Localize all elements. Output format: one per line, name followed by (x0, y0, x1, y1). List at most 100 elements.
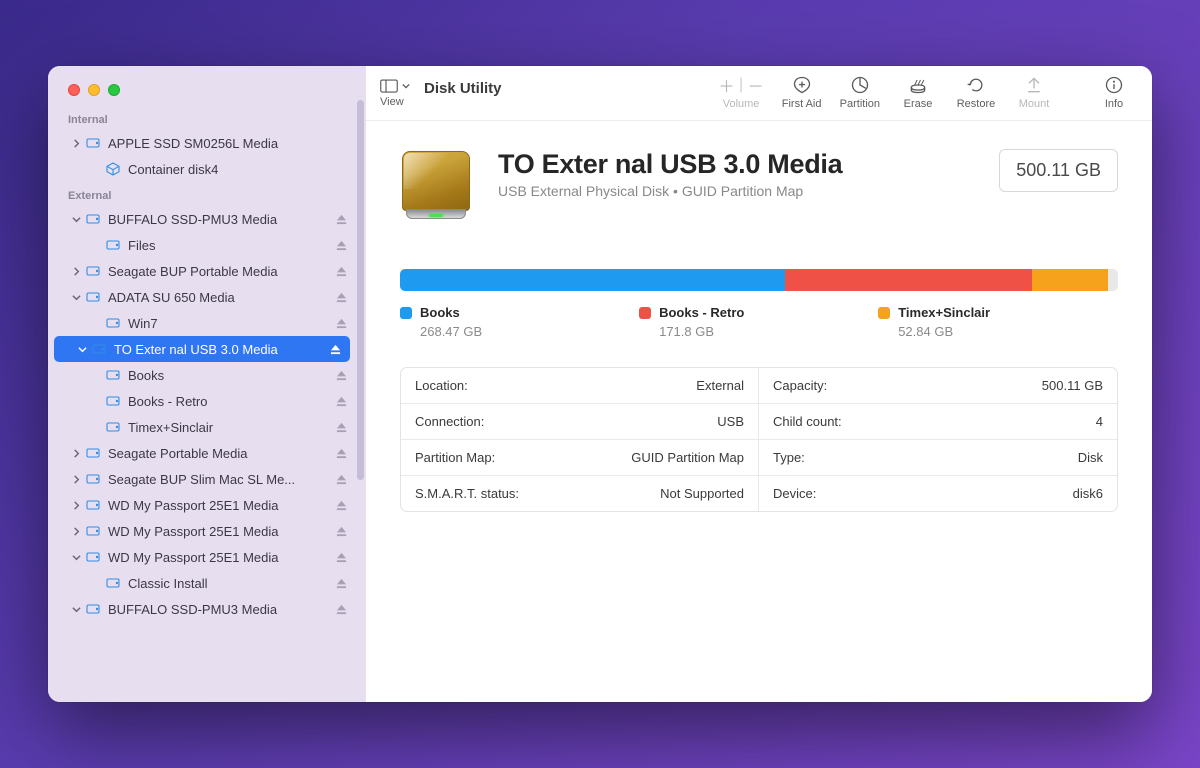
sidebar-item-label: Books (128, 368, 332, 383)
eject-icon[interactable] (332, 370, 350, 381)
info-key: S.M.A.R.T. status: (415, 486, 519, 501)
app-title: Disk Utility (424, 74, 502, 97)
toolbar: View Disk Utility ＋ | － Volume First Aid… (366, 66, 1152, 120)
usage-legend: Books268.47 GBBooks - Retro171.8 GB Timex… (400, 305, 1118, 339)
sidebar-item[interactable]: Classic Install (48, 570, 356, 596)
toolbar-erase[interactable]: Erase (898, 74, 938, 110)
eject-icon[interactable] (332, 318, 350, 329)
zoom-button[interactable] (108, 84, 120, 96)
toolbar-view-label: View (380, 96, 404, 108)
toolbar-info-label: Info (1105, 98, 1123, 110)
info-cell: Connection:USB (401, 404, 759, 440)
sidebar-item-label: Files (128, 238, 332, 253)
disclosure-right-icon[interactable] (68, 449, 84, 458)
eject-icon[interactable] (326, 344, 344, 355)
partition-icon (850, 74, 870, 96)
eject-icon[interactable] (332, 552, 350, 563)
sidebar-scrollbar[interactable] (357, 100, 364, 480)
info-key: Partition Map: (415, 450, 495, 465)
sidebar-item-label: Seagate BUP Slim Mac SL Me... (108, 472, 332, 487)
sidebar-item[interactable]: Win7 (48, 310, 356, 336)
info-value: Not Supported (660, 486, 744, 501)
sidebar-item-label: BUFFALO SSD-PMU3 Media (108, 212, 332, 227)
sidebar-item[interactable]: Books (48, 362, 356, 388)
sidebar-item[interactable]: APPLE SSD SM0256L Media (48, 130, 356, 156)
disclosure-down-icon[interactable] (68, 215, 84, 224)
legend-name: Timex+Sinclair (898, 305, 990, 320)
toolbar-first-aid-label: First Aid (782, 98, 822, 110)
disk-icon (84, 262, 102, 280)
sidebar-item[interactable]: BUFFALO SSD-PMU3 Media (48, 206, 356, 232)
info-key: Connection: (415, 414, 484, 429)
sidebar-item[interactable]: Container disk4 (48, 156, 356, 182)
disk-icon (84, 210, 102, 228)
info-cell: Partition Map:GUID Partition Map (401, 440, 759, 476)
minimize-button[interactable] (88, 84, 100, 96)
sidebar-item[interactable]: WD My Passport 25E1 Media (48, 518, 356, 544)
eject-icon[interactable] (332, 396, 350, 407)
disk-icon (84, 600, 102, 618)
window-controls (48, 66, 366, 96)
sidebar-item[interactable]: TO Exter nal USB 3.0 Media (54, 336, 350, 362)
disclosure-down-icon[interactable] (68, 605, 84, 614)
info-cell: Device:disk6 (759, 476, 1117, 511)
info-value: External (696, 378, 744, 393)
eject-icon[interactable] (332, 448, 350, 459)
disclosure-right-icon[interactable] (68, 501, 84, 510)
disk-icon (84, 548, 102, 566)
sidebar-item[interactable]: Seagate BUP Portable Media (48, 258, 356, 284)
legend-item: Books268.47 GB (400, 305, 639, 339)
disclosure-down-icon[interactable] (74, 345, 90, 354)
sidebar-item[interactable]: Seagate BUP Slim Mac SL Me... (48, 466, 356, 492)
info-cell: Child count:4 (759, 404, 1117, 440)
eject-icon[interactable] (332, 292, 350, 303)
disclosure-right-icon[interactable] (68, 475, 84, 484)
sidebar-item[interactable]: ADATA SU 650 Media (48, 284, 356, 310)
toolbar-view[interactable]: View (380, 74, 410, 108)
info-value: 500.11 GB (1042, 378, 1103, 393)
toolbar-restore[interactable]: Restore (956, 74, 996, 110)
disclosure-right-icon[interactable] (68, 139, 84, 148)
eject-icon[interactable] (332, 500, 350, 511)
sidebar-item-label: TO Exter nal USB 3.0 Media (114, 342, 326, 357)
info-value: Disk (1078, 450, 1103, 465)
sidebar-item[interactable]: WD My Passport 25E1 Media (48, 544, 356, 570)
eject-icon[interactable] (332, 214, 350, 225)
eject-icon[interactable] (332, 474, 350, 485)
eject-icon[interactable] (332, 422, 350, 433)
toolbar-first-aid[interactable]: First Aid (782, 74, 822, 110)
disclosure-right-icon[interactable] (68, 527, 84, 536)
sidebar-item[interactable]: WD My Passport 25E1 Media (48, 492, 356, 518)
toolbar-info[interactable]: Info (1094, 74, 1134, 110)
disk-icon (84, 444, 102, 462)
sidebar-item[interactable]: Timex+Sinclair (48, 414, 356, 440)
disclosure-right-icon[interactable] (68, 267, 84, 276)
eject-icon[interactable] (332, 266, 350, 277)
main-pane: View Disk Utility ＋ | － Volume First Aid… (366, 66, 1152, 702)
toolbar-volume-label: Volume (723, 98, 760, 110)
toolbar-restore-label: Restore (957, 98, 996, 110)
eject-icon[interactable] (332, 604, 350, 615)
disclosure-down-icon[interactable] (68, 553, 84, 562)
eject-icon[interactable] (332, 526, 350, 537)
usage-segment (400, 269, 785, 291)
container-icon (104, 160, 122, 178)
legend-item: Books - Retro171.8 GB (639, 305, 878, 339)
close-button[interactable] (68, 84, 80, 96)
legend-swatch (400, 307, 412, 319)
toolbar-mount: Mount (1014, 74, 1054, 110)
toolbar-partition[interactable]: Partition (840, 74, 880, 110)
disk-icon (104, 418, 122, 436)
sidebar-item[interactable]: Files (48, 232, 356, 258)
sidebar-item[interactable]: BUFFALO SSD-PMU3 Media (48, 596, 356, 622)
disk-icon (104, 314, 122, 332)
sidebar-item[interactable]: Seagate Portable Media (48, 440, 356, 466)
disk-icon (84, 522, 102, 540)
disk-title: TO Exter nal USB 3.0 Media (498, 149, 983, 180)
eject-icon[interactable] (332, 578, 350, 589)
info-key: Type: (773, 450, 805, 465)
sidebar-item[interactable]: Books - Retro (48, 388, 356, 414)
disclosure-down-icon[interactable] (68, 293, 84, 302)
eject-icon[interactable] (332, 240, 350, 251)
info-key: Location: (415, 378, 468, 393)
